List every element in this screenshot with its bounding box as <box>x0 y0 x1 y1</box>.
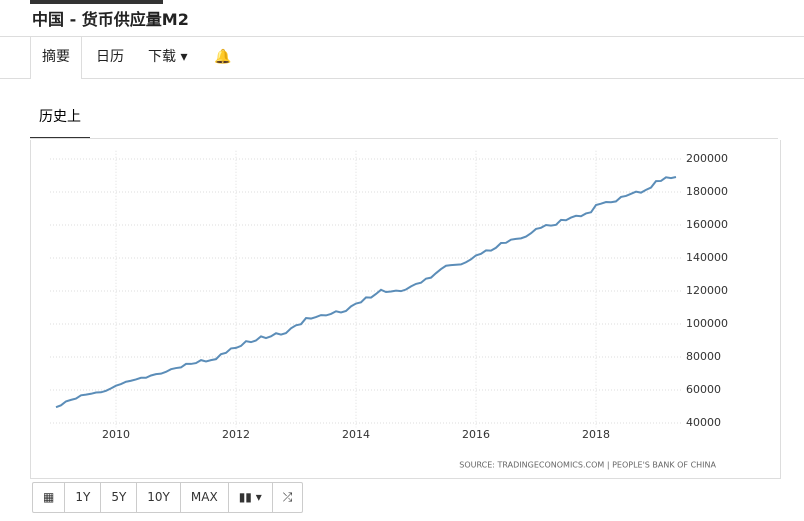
source: SOURCE: TRADINGECONOMICS.COM | PEOPLE'S … <box>459 461 716 470</box>
range-button[interactable]: 5Y <box>101 483 138 512</box>
tab[interactable]: 下载 ▾ <box>148 49 188 65</box>
x-tick-label: 2018 <box>582 428 610 441</box>
y-tick-label: 100000 <box>686 317 728 330</box>
x-tick-label: 2012 <box>222 428 250 441</box>
y-tick-label: 180000 <box>686 185 728 198</box>
tab[interactable]: 摘要 <box>30 37 82 79</box>
y-tick-label: 40000 <box>686 416 721 429</box>
top-bar <box>30 0 163 4</box>
y-tick-label: 120000 <box>686 284 728 297</box>
tab-row: 摘要 日历 下载 ▾ 🔔 <box>0 36 804 79</box>
chart-type-button[interactable]: ▮▮ ▾ <box>229 483 273 512</box>
y-tick-label: 140000 <box>686 251 728 264</box>
y-tick-label: 80000 <box>686 350 721 363</box>
x-tick-label: 2014 <box>342 428 370 441</box>
range-button[interactable]: 1Y <box>65 483 102 512</box>
x-tick-label: 2010 <box>102 428 130 441</box>
chart: SOURCE: TRADINGECONOMICS.COM | PEOPLE'S … <box>50 150 728 470</box>
page-title: 中国 - 货币供应量M2 <box>32 10 189 29</box>
shuffle-button[interactable]: ⤮ <box>282 490 293 504</box>
y-tick-label: 60000 <box>686 383 721 396</box>
range-button[interactable]: 10Y <box>137 483 181 512</box>
tab[interactable]: 日历 <box>96 49 124 65</box>
line <box>55 176 677 409</box>
divider <box>30 138 778 139</box>
y-tick-label: 160000 <box>686 218 728 231</box>
range-button[interactable]: MAX <box>181 483 229 512</box>
tab-label: 下载 <box>148 49 176 65</box>
chart-box <box>30 140 781 479</box>
button-bar: ▦ 1Y 5Y 10Y MAX ▮▮ ▾ ⤮ <box>32 482 304 513</box>
x-tick-label: 2016 <box>462 428 490 441</box>
calendar-button[interactable]: ▦ <box>33 483 66 512</box>
bell-icon[interactable]: 🔔 <box>214 49 232 65</box>
y-tick-label: 200000 <box>686 152 728 165</box>
